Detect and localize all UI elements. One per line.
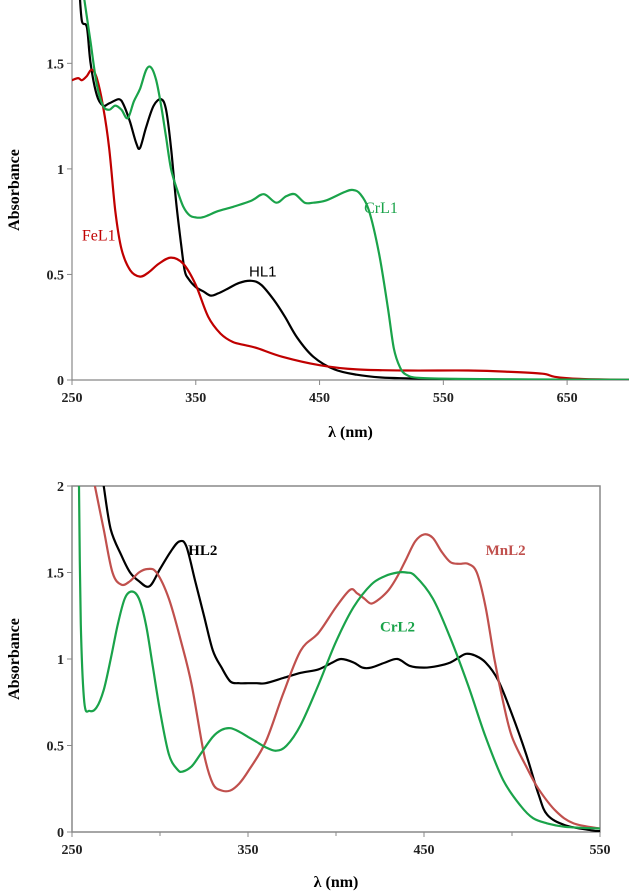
chart-bottom-series	[77, 486, 600, 832]
series-line-crl1	[83, 0, 629, 380]
chart-bottom-y-axis-label: Absorbance	[6, 618, 23, 700]
chart-bottom-y-tick-label: 1.5	[47, 567, 65, 582]
series-line-hl2	[102, 486, 600, 832]
chart-top-series	[72, 0, 629, 380]
chart-bottom-x-tick-label: 350	[238, 843, 259, 858]
series-label-fel1: FeL1	[82, 228, 116, 245]
chart-bottom-annotations: HL2 MnL2 CrL2	[188, 543, 525, 635]
chart-top-x-axis-label: λ (nm)	[328, 424, 373, 441]
chart-top-y-axis-label: Absorbance	[6, 149, 23, 231]
chart-top-y-tick-label: 0	[57, 374, 64, 389]
chart-top-y-tick-label: 1	[57, 163, 64, 178]
series-line-fel1	[72, 68, 629, 380]
chart-bottom-x-axis-label: λ (nm)	[314, 874, 359, 891]
series-label-hl2: HL2	[188, 543, 217, 559]
chart-bottom: 0 0.5 1 1.5 2 250 350 450 550 HL2 MnL2 CrL2 λ (nm)…	[6, 480, 611, 891]
chart-top-y-tick-label: 0.5	[47, 268, 65, 283]
series-label-crl1: CrL1	[364, 200, 398, 217]
chart-top: 0 0.5 1 1.5 250 350 450 550 650 HL1 FeL1 CrL1 λ (n…	[6, 0, 629, 441]
chart-bottom-x-tick-label: 250	[62, 843, 83, 858]
chart-bottom-x-tick-label: 450	[414, 843, 435, 858]
chart-top-x-tick-label: 650	[557, 391, 578, 406]
series-line-mnl2	[93, 486, 600, 830]
chart-bottom-y-tick-label: 0.5	[47, 740, 65, 755]
chart-bottom-x-tick-label: 550	[590, 843, 611, 858]
chart-bottom-y-tick-label: 2	[57, 480, 64, 495]
chart-bottom-ticks: 0 0.5 1 1.5 2 250 350 450 550	[47, 480, 611, 858]
chart-top-y-tick-label: 1.5	[47, 57, 65, 72]
chart-top-annotations: HL1 FeL1 CrL1	[82, 200, 398, 280]
chart-bottom-y-tick-label: 0	[57, 826, 64, 841]
chart-top-x-tick-label: 450	[309, 391, 330, 406]
chart-top-x-tick-label: 350	[185, 391, 206, 406]
chart-top-x-tick-label: 550	[433, 391, 454, 406]
series-line-crl2	[77, 486, 600, 830]
chart-top-ticks: 0 0.5 1 1.5 250 350 450 550 650	[47, 57, 578, 406]
series-label-hl1: HL1	[249, 264, 277, 281]
chart-bottom-y-tick-label: 1	[57, 653, 64, 668]
series-label-mnl2: MnL2	[486, 543, 526, 559]
chart-top-x-tick-label: 250	[62, 391, 83, 406]
series-label-crl2: CrL2	[380, 619, 415, 635]
